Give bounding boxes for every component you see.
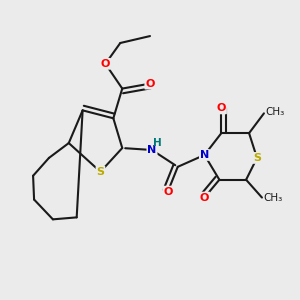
Text: O: O — [200, 193, 209, 202]
Text: O: O — [101, 59, 110, 69]
Text: S: S — [253, 153, 261, 163]
Text: CH₃: CH₃ — [266, 107, 285, 117]
Text: N: N — [147, 145, 157, 155]
Text: O: O — [145, 79, 155, 88]
Text: H: H — [153, 138, 162, 148]
Text: O: O — [217, 103, 226, 113]
Text: N: N — [200, 150, 209, 160]
Text: S: S — [97, 167, 104, 177]
Text: O: O — [163, 187, 172, 196]
Text: CH₃: CH₃ — [263, 193, 283, 202]
